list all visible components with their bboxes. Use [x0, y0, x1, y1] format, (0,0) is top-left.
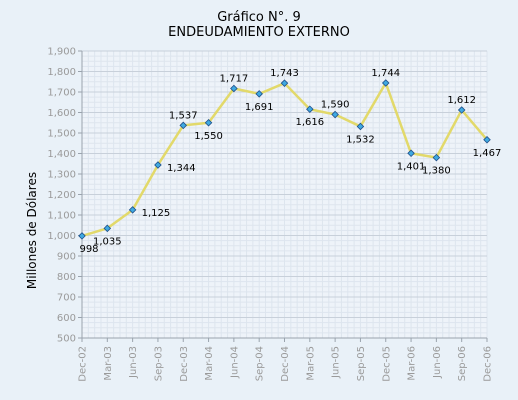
data-label: 1,532: [346, 134, 375, 145]
data-label: 998: [79, 244, 98, 255]
x-tick-label: Dec-05: [381, 346, 392, 382]
data-label: 1,612: [447, 95, 476, 106]
data-label: 1,401: [397, 161, 426, 172]
data-point-marker: [78, 232, 86, 240]
x-tick-label: Mar-04: [204, 346, 215, 381]
data-point-marker: [432, 153, 441, 162]
data-label: 1,744: [371, 68, 400, 79]
chart-title: Gráfico N°. 9: [217, 10, 301, 25]
data-point-marker: [407, 149, 415, 158]
series-markers: [78, 79, 491, 240]
x-tick-label: Dec-04: [280, 346, 291, 382]
y-tick-label: 1,800: [47, 67, 76, 78]
data-point-marker: [356, 122, 365, 131]
data-point-marker: [128, 206, 137, 214]
y-tick-label: 1,400: [47, 149, 76, 160]
y-tick-label: 1,000: [47, 231, 76, 242]
data-point-marker: [331, 110, 339, 119]
data-label: 1,035: [93, 236, 122, 247]
x-tick-label: Jun-06: [432, 346, 443, 379]
data-label: 1,590: [321, 100, 350, 111]
data-point-marker: [154, 161, 162, 169]
data-point-marker: [179, 121, 188, 130]
y-tick-label: 1,500: [47, 129, 76, 140]
y-tick-label: 700: [57, 293, 76, 304]
y-tick-label: 1,200: [47, 190, 76, 201]
data-point-marker: [103, 224, 112, 233]
y-tick-label: 1,100: [47, 211, 76, 222]
data-label: 1,344: [167, 163, 196, 174]
y-tick-label: 1,700: [47, 88, 76, 99]
data-label: 1,537: [169, 110, 198, 121]
data-label: 1,691: [245, 102, 274, 113]
data-point-marker: [230, 84, 238, 93]
x-tick-label: Mar-03: [103, 346, 114, 381]
x-tick-label: Jun-04: [229, 346, 240, 379]
x-tick-label: Sep-04: [255, 346, 266, 381]
data-label: 1,125: [142, 208, 171, 219]
grid: [81, 50, 488, 339]
data-point-marker: [457, 106, 466, 114]
x-tick-label: Jun-05: [331, 346, 342, 379]
data-point-marker: [255, 90, 263, 98]
data-label: 1,743: [270, 68, 299, 79]
y-tick-label: 500: [57, 334, 76, 345]
y-tick-label: 800: [57, 272, 76, 283]
data-label: 1,380: [422, 166, 451, 177]
chart-subtitle: ENDEUDAMIENTO EXTERNO: [168, 25, 350, 40]
x-tick-label: Mar-06: [407, 346, 418, 381]
y-tick-label: 1,300: [47, 170, 76, 181]
x-tick-label: Sep-03: [153, 346, 164, 381]
y-axis-ticks: 500 600 700 800 900 1,000 1,100 1,200 1,300 1,400…: [47, 47, 82, 345]
data-label: 1,717: [220, 74, 249, 85]
x-tick-label: Dec-03: [179, 346, 190, 382]
data-label: 1,550: [194, 131, 223, 142]
x-tick-label: Jun-03: [128, 346, 139, 379]
x-tick-label: Dec-06: [483, 346, 494, 382]
y-axis-title: Millones de Dólares: [25, 172, 39, 289]
data-label: 1,616: [295, 117, 324, 128]
y-tick-label: 900: [57, 252, 76, 263]
data-point-marker: [204, 118, 213, 127]
x-axis-ticks: Dec-02 Mar-03 Jun-03 Sep-03 Dec-03 Mar-04 Jun-…: [78, 338, 494, 382]
x-tick-label: Dec-02: [78, 346, 89, 382]
x-tick-label: Sep-05: [356, 346, 367, 381]
y-tick-label: 600: [57, 313, 76, 324]
data-point-marker: [381, 79, 390, 87]
data-point-marker: [280, 79, 289, 87]
x-tick-label: Sep-06: [457, 346, 468, 381]
data-point-marker: [306, 105, 314, 113]
data-point-marker: [483, 135, 491, 144]
y-tick-label: 1,600: [47, 108, 76, 119]
data-label: 1,467: [473, 148, 502, 159]
x-tick-label: Mar-05: [305, 346, 316, 381]
y-tick-label: 1,900: [47, 47, 76, 58]
